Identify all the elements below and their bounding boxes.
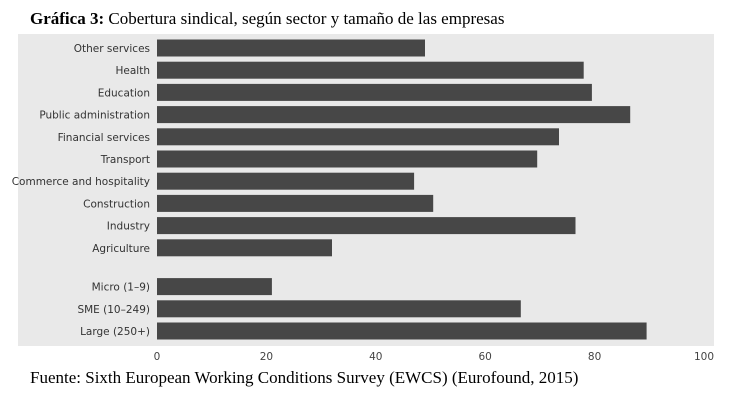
bar-construction — [157, 194, 434, 212]
x-tick-label-20: 20 — [260, 351, 273, 363]
bar-commerce-and-hospitality — [157, 172, 415, 190]
x-tick-label-0: 0 — [154, 351, 161, 363]
x-tick-label-60: 60 — [479, 351, 492, 363]
bar-public-administration — [157, 106, 631, 124]
bar-large-250 — [157, 322, 647, 340]
category-label-sme-10-249: SME (10–249) — [77, 304, 150, 316]
x-tick-label-100: 100 — [694, 351, 714, 363]
x-tick-label-40: 40 — [369, 351, 382, 363]
category-label-large-250: Large (250+) — [80, 326, 150, 338]
bar-other-services — [157, 39, 425, 57]
bar-micro-1-9 — [157, 278, 272, 296]
category-label-industry: Industry — [107, 221, 150, 233]
chart-title-text: Cobertura sindical, según sector y tamañ… — [108, 9, 505, 28]
bar-agriculture — [157, 239, 332, 257]
category-label-construction: Construction — [83, 198, 150, 210]
bar-education — [157, 83, 592, 101]
bar-transport — [157, 150, 538, 168]
category-label-financial-services: Financial services — [58, 132, 150, 144]
chart-title: Gráfica 3: Cobertura sindical, según sec… — [30, 9, 504, 29]
category-label-commerce-and-hospitality: Commerce and hospitality — [12, 176, 150, 188]
chart-title-prefix: Gráfica 3: — [30, 9, 105, 28]
bar-health — [157, 61, 584, 79]
source-note: Fuente: Sixth European Working Condition… — [30, 368, 579, 387]
category-label-transport: Transport — [100, 154, 150, 166]
bar-industry — [157, 217, 576, 235]
category-label-micro-1-9: Micro (1–9) — [92, 282, 150, 294]
bar-sme-10-249 — [157, 300, 521, 318]
category-label-other-services: Other services — [74, 43, 150, 55]
category-label-public-administration: Public administration — [39, 110, 150, 122]
plot-area — [18, 34, 714, 346]
bar-financial-services — [157, 128, 559, 146]
category-label-education: Education — [98, 87, 150, 99]
x-tick-label-80: 80 — [588, 351, 601, 363]
category-label-agriculture: Agriculture — [92, 243, 150, 255]
category-label-health: Health — [116, 65, 150, 77]
